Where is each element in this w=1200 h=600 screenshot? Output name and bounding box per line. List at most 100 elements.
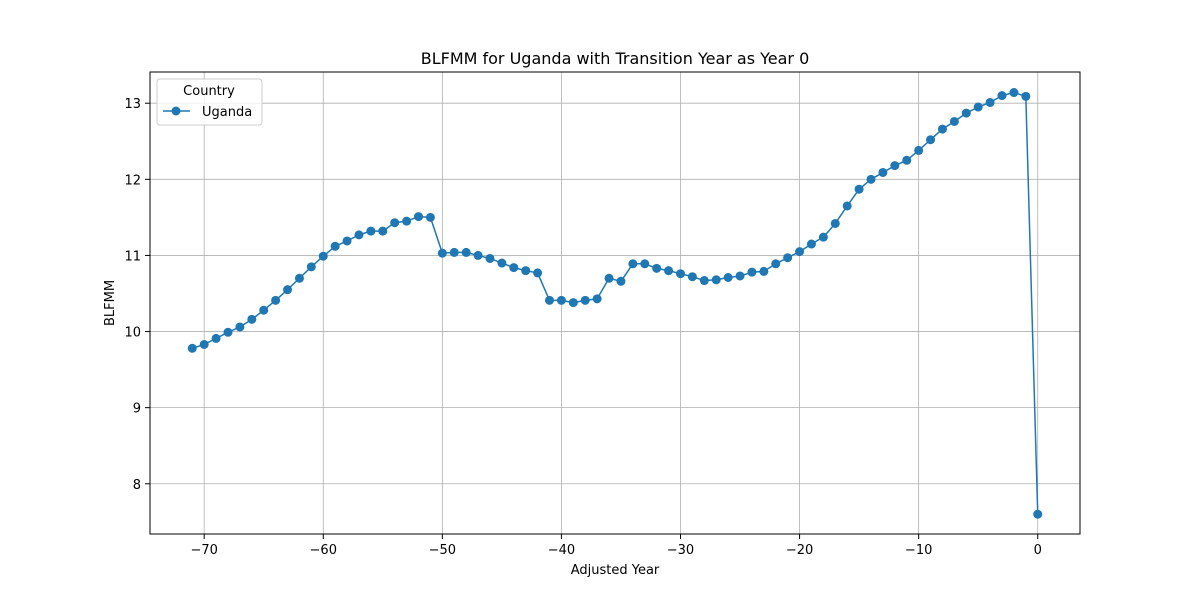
data-point xyxy=(771,259,781,269)
data-point xyxy=(818,232,828,242)
data-point xyxy=(497,258,507,268)
data-point xyxy=(711,275,721,285)
x-tick-label: −70 xyxy=(190,543,217,558)
data-point xyxy=(806,239,816,249)
data-point xyxy=(675,269,685,279)
data-point xyxy=(414,212,424,222)
data-point xyxy=(985,97,995,107)
y-tick-label: 13 xyxy=(124,97,141,112)
x-tick-label: −40 xyxy=(548,543,575,558)
data-point xyxy=(914,145,924,155)
data-point xyxy=(509,263,519,273)
data-point xyxy=(949,116,959,126)
data-point xyxy=(1009,88,1019,98)
data-point xyxy=(997,91,1007,101)
data-point xyxy=(306,262,316,272)
data-point xyxy=(199,339,209,349)
data-point xyxy=(795,247,805,257)
x-tick-label: −30 xyxy=(667,543,694,558)
x-tick-label: −50 xyxy=(429,543,456,558)
legend-title: Country xyxy=(183,84,235,99)
data-point xyxy=(592,294,602,304)
data-point xyxy=(687,272,697,282)
legend: Country Uganda xyxy=(156,78,263,126)
data-point xyxy=(533,268,543,278)
data-point xyxy=(402,216,412,226)
data-point xyxy=(449,247,459,257)
data-point xyxy=(342,236,352,246)
legend-box xyxy=(156,78,263,126)
data-point xyxy=(485,253,495,263)
y-tick-label: 10 xyxy=(124,326,141,341)
data-point xyxy=(473,250,483,260)
data-point xyxy=(640,259,650,269)
data-point xyxy=(723,273,733,283)
data-point xyxy=(461,247,471,257)
data-point xyxy=(437,248,447,258)
data-point xyxy=(866,174,876,184)
x-tick-label: −60 xyxy=(310,543,337,558)
x-axis-ticks: −70 −60 −50 −40 −30 −20 −10 0 xyxy=(190,534,1042,558)
data-point xyxy=(247,314,257,324)
data-point xyxy=(390,218,400,228)
y-tick-label: 9 xyxy=(133,402,141,417)
data-point xyxy=(521,266,531,276)
data-point xyxy=(759,266,769,276)
data-point xyxy=(366,226,376,236)
data-point xyxy=(330,241,340,251)
chart-title: BLFMM for Uganda with Transition Year as… xyxy=(421,49,810,68)
data-point xyxy=(259,305,269,315)
grid xyxy=(150,72,1080,534)
x-tick-label: −20 xyxy=(786,543,813,558)
y-axis-ticks: 8 9 10 11 12 13 xyxy=(124,97,150,493)
x-tick-label: 0 xyxy=(1034,543,1042,558)
data-point xyxy=(545,295,555,305)
data-point xyxy=(973,102,983,112)
data-point xyxy=(830,218,840,228)
data-point xyxy=(1021,91,1031,101)
data-point xyxy=(926,135,936,145)
data-point xyxy=(235,322,245,332)
data-point xyxy=(628,259,638,269)
data-point xyxy=(187,343,197,353)
data-point xyxy=(890,161,900,171)
data-point xyxy=(854,184,864,194)
data-point xyxy=(354,230,364,240)
data-point xyxy=(616,276,626,286)
plot-markers xyxy=(187,88,1043,519)
data-point xyxy=(902,155,912,165)
data-point xyxy=(378,226,388,236)
data-point xyxy=(652,263,662,273)
data-point xyxy=(1033,509,1043,519)
legend-marker-swatch xyxy=(171,106,181,116)
data-point xyxy=(747,267,757,277)
legend-entry-uganda: Uganda xyxy=(202,105,252,120)
data-point xyxy=(271,295,281,305)
data-point xyxy=(294,273,304,283)
data-point xyxy=(425,212,435,222)
data-point xyxy=(580,295,590,305)
x-axis-label: Adjusted Year xyxy=(571,563,660,578)
data-point xyxy=(961,108,971,118)
data-point xyxy=(664,266,674,276)
data-point xyxy=(211,333,221,343)
data-point xyxy=(223,327,233,337)
y-axis-label: BLFMM xyxy=(103,280,118,326)
data-point xyxy=(878,167,888,177)
data-point xyxy=(842,201,852,211)
data-point xyxy=(699,276,709,286)
axes-frame xyxy=(149,71,1081,535)
data-point xyxy=(283,285,293,295)
y-tick-label: 12 xyxy=(124,173,141,188)
data-point xyxy=(937,124,947,134)
y-tick-label: 11 xyxy=(124,249,141,264)
data-point xyxy=(568,298,578,308)
data-point xyxy=(604,273,614,283)
x-tick-label: −10 xyxy=(905,543,932,558)
y-tick-label: 8 xyxy=(133,478,141,493)
data-point xyxy=(735,271,745,281)
data-point xyxy=(783,253,793,263)
data-point xyxy=(318,251,328,261)
data-point xyxy=(556,295,566,305)
